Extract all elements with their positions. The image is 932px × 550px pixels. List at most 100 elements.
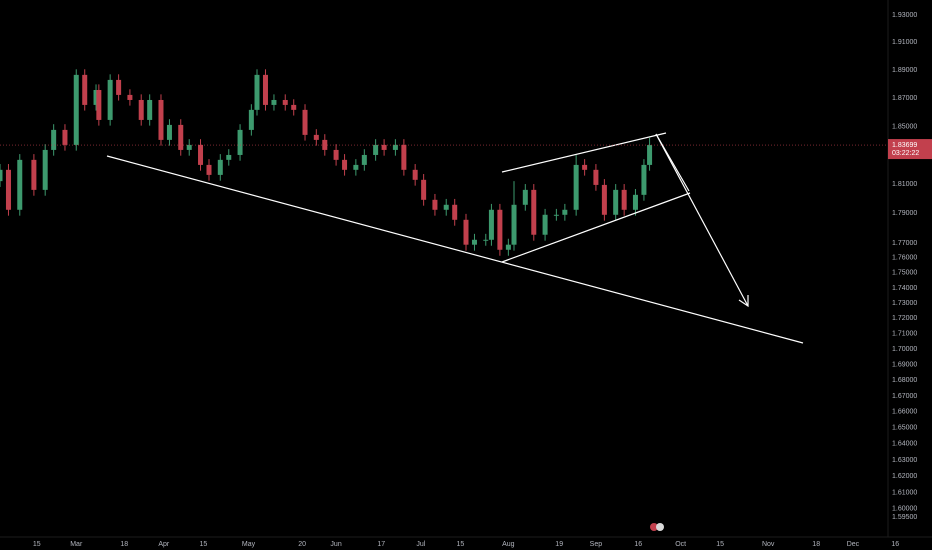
candle-body: [342, 159, 348, 170]
y-tick-label: 1.72000: [892, 315, 917, 322]
y-tick-label: 1.62000: [892, 473, 917, 480]
candle-body: [226, 154, 232, 160]
event-icon[interactable]: [656, 523, 664, 531]
candle-body: [505, 244, 511, 250]
channel-upper: [501, 132, 667, 173]
candle-body: [401, 144, 407, 170]
x-tick-label: Aug: [502, 541, 515, 548]
last-price-label: 1.83699: [892, 142, 917, 149]
candle-body: [237, 129, 243, 155]
candle-body: [381, 144, 387, 150]
y-tick-label: 1.61000: [892, 489, 917, 496]
y-tick-label: 1.87000: [892, 95, 917, 102]
candle-body: [553, 214, 559, 216]
x-tick-label: 18: [812, 541, 820, 548]
candle-body: [42, 149, 48, 190]
candle-body: [601, 184, 607, 215]
y-tick-label: 1.85000: [892, 123, 917, 130]
candle-body: [421, 179, 427, 200]
candle-body: [647, 145, 653, 165]
candle-body: [302, 109, 308, 135]
candle-body: [73, 74, 79, 145]
y-tick-label: 1.59500: [892, 514, 917, 521]
y-tick-label: 1.91000: [892, 39, 917, 46]
y-tick-label: 1.60000: [892, 506, 917, 513]
candle-body: [31, 159, 37, 190]
x-tick-label: Oct: [675, 541, 686, 548]
x-tick-label: 15: [456, 541, 464, 548]
candle-body: [613, 189, 619, 215]
event-icon[interactable]: [650, 523, 658, 531]
y-tick-label: 1.64000: [892, 441, 917, 448]
candle-body: [471, 239, 477, 245]
candle-body: [483, 239, 489, 241]
candle-body: [488, 209, 494, 240]
y-tick-label: 1.75000: [892, 270, 917, 277]
candle-body: [497, 209, 503, 250]
candle-body: [62, 129, 68, 145]
candle-body: [443, 204, 449, 210]
y-tick-label: 1.73000: [892, 300, 917, 307]
x-tick-label: 19: [555, 541, 563, 548]
candle-body: [116, 79, 122, 95]
candle-body: [93, 89, 99, 105]
candle-body: [542, 214, 548, 235]
candle-body: [632, 194, 638, 210]
y-tick-label: 1.65000: [892, 425, 917, 432]
candle-body: [432, 199, 438, 210]
candle-body: [96, 89, 102, 120]
candle-body: [166, 124, 172, 140]
candle-body: [641, 164, 647, 195]
candle-body: [361, 154, 367, 165]
x-tick-label: 20: [298, 541, 306, 548]
candle-body: [353, 164, 359, 170]
y-tick-label: 1.68000: [892, 377, 917, 384]
candle-body: [138, 99, 144, 120]
candle-body: [522, 189, 528, 205]
candle-body: [621, 189, 627, 210]
arrow-shaft: [655, 133, 749, 307]
candle-body: [198, 144, 204, 165]
candle-body: [5, 169, 11, 210]
candle-body: [82, 74, 88, 105]
x-tick-label: 18: [120, 541, 128, 548]
x-tick-label: 15: [199, 541, 207, 548]
y-tick-label: 1.63000: [892, 457, 917, 464]
candles: [0, 69, 653, 256]
candle-body: [593, 169, 599, 185]
candle-body: [254, 74, 260, 110]
candle-body: [463, 219, 469, 245]
y-tick-label: 1.70000: [892, 346, 917, 353]
x-tick-label: Nov: [762, 541, 775, 548]
candle-body: [262, 74, 268, 105]
y-tick-label: 1.71000: [892, 331, 917, 338]
candle-body: [0, 169, 3, 182]
candle-body: [51, 129, 57, 150]
candle-body: [452, 204, 458, 220]
x-tick-label: 17: [377, 541, 385, 548]
y-tick-label: 1.79000: [892, 210, 917, 217]
x-tick-label: 16: [634, 541, 642, 548]
candle-body: [248, 109, 254, 130]
x-tick-label: Dec: [847, 541, 860, 548]
y-tick-label: 1.93000: [892, 12, 917, 19]
x-tick-label: Sep: [590, 541, 603, 548]
countdown-label: 03:22:22: [892, 150, 919, 157]
y-tick-label: 1.76000: [892, 255, 917, 262]
candle-body: [333, 149, 339, 160]
y-tick-label: 1.77000: [892, 240, 917, 247]
candle-body: [282, 99, 288, 105]
candle-body: [17, 159, 23, 210]
trend-line: [106, 155, 804, 344]
candle-body: [511, 204, 517, 245]
candle-body: [186, 144, 192, 150]
x-tick-label: Mar: [70, 541, 83, 548]
x-tick-label: 15: [33, 541, 41, 548]
x-tick-label: Jul: [416, 541, 425, 548]
candle-body: [271, 99, 277, 105]
y-tick-label: 1.74000: [892, 285, 917, 292]
x-tick-label: 15: [716, 541, 724, 548]
x-tick-label: Jun: [330, 541, 341, 548]
y-tick-label: 1.69000: [892, 362, 917, 369]
